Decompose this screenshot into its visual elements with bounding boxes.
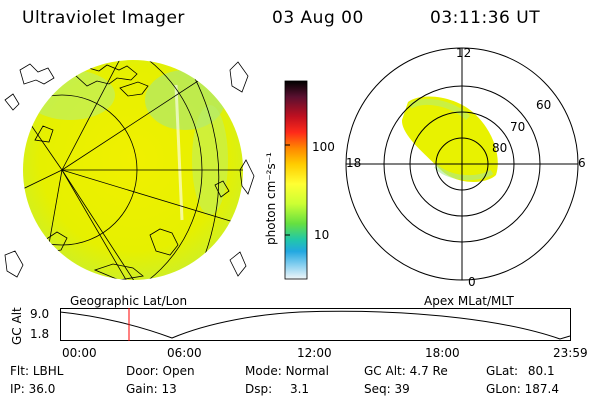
auroral-emission	[401, 96, 498, 182]
time-tick-2359: 23:59	[553, 346, 588, 360]
geographic-panel-label: Geographic Lat/Lon	[70, 294, 188, 308]
observation-time: 03:11:36 UT	[430, 8, 541, 28]
ip-label: IP:	[10, 382, 25, 396]
seq-value: 39	[394, 382, 410, 396]
time-tick-0600: 06:00	[167, 346, 202, 360]
time-tick-1200: 12:00	[297, 346, 332, 360]
time-tick-0000: 00:00	[62, 346, 97, 360]
gain-value: 13	[161, 382, 177, 396]
glon-value: 187.4	[524, 382, 559, 396]
altitude-plot	[60, 308, 571, 341]
gain-field: Gain: 13	[126, 382, 177, 396]
mlat-label-70: 70	[510, 120, 526, 134]
glat-field: GLat: 80.1	[486, 364, 555, 378]
colorbar-tick-100: 100	[312, 140, 335, 154]
colorbar	[284, 80, 308, 280]
mlt-label-0: 0	[468, 275, 476, 289]
mlt-label-6: 6	[578, 156, 586, 170]
altitude-tick-low: 1.8	[30, 327, 50, 341]
glat-value: 80.1	[527, 364, 555, 378]
dsp-label: Dsp:	[245, 382, 273, 396]
door-value: Open	[162, 364, 195, 378]
seq-label: Seq:	[364, 382, 391, 396]
time-tick-1800: 18:00	[425, 346, 460, 360]
flt-label: Flt:	[10, 364, 29, 378]
mlt-label-18: 18	[346, 156, 362, 170]
glon-label: GLon:	[486, 382, 521, 396]
dsp-value: 3.1	[289, 382, 310, 396]
instrument-title: Ultraviolet Imager	[22, 8, 185, 28]
colorbar-unit-label: photon cm⁻²s⁻¹	[264, 152, 278, 245]
gain-label: Gain:	[126, 382, 158, 396]
geographic-image	[4, 60, 255, 280]
glat-label: GLat:	[486, 364, 519, 378]
door-label: Door:	[126, 364, 159, 378]
altitude-axis-label: GC Alt	[10, 307, 24, 345]
gcalt-value: 4.7 Re	[409, 364, 448, 378]
flt-field: Flt: LBHL	[10, 364, 63, 378]
mlt-label-12: 12	[456, 46, 472, 60]
mode-value: Normal	[285, 364, 329, 378]
door-field: Door: Open	[126, 364, 195, 378]
altitude-curve	[60, 310, 571, 340]
gcalt-label: GC Alt:	[364, 364, 406, 378]
mlat-label-80: 80	[492, 141, 508, 155]
seq-field: Seq: 39	[364, 382, 410, 396]
polar-panel-label: Apex MLat/MLT	[424, 294, 514, 308]
flt-value: LBHL	[32, 364, 64, 378]
altitude-tick-high: 9.0	[30, 307, 50, 321]
dsp-field: Dsp: 3.1	[245, 382, 309, 396]
glon-field: GLon: 187.4	[486, 382, 559, 396]
ip-field: IP: 36.0	[10, 382, 55, 396]
observation-date: 03 Aug 00	[272, 8, 364, 28]
mlat-label-60: 60	[536, 98, 552, 112]
polar-plot	[345, 47, 579, 281]
mode-field: Mode: Normal	[245, 364, 329, 378]
mode-label: Mode:	[245, 364, 282, 378]
colorbar-tick-10: 10	[314, 228, 330, 242]
ip-value: 36.0	[28, 382, 56, 396]
gcalt-field: GC Alt: 4.7 Re	[364, 364, 448, 378]
